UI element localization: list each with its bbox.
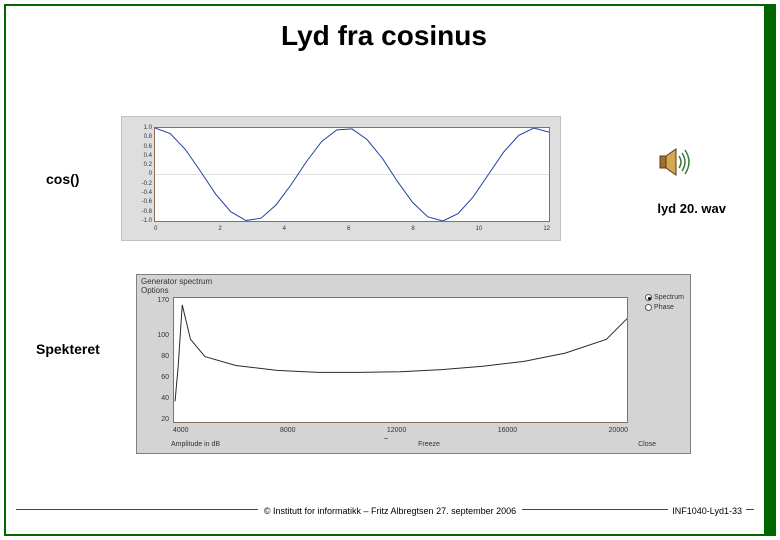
right-accent-bar [764,6,774,534]
footer-center: © Institutt for informatikk – Fritz Albr… [6,506,774,516]
close-button[interactable]: Close [638,441,656,453]
footer-right: INF1040-Lyd1-33 [668,506,746,516]
label-cos: cos() [46,171,79,187]
amplitude-label: Amplitude in dB [171,441,220,453]
footer-center-text: © Institutt for informatikk – Fritz Albr… [258,506,522,516]
spectrum-title-text: Generator spectrumOptions [141,277,212,293]
label-spekteret: Spekteret [36,341,100,357]
spectrum-xticks: 40008000120001600020000 [173,427,628,435]
spectrum-plot-area [173,297,628,423]
speaker-icon [656,144,692,180]
spectrum-topbar: Generator spectrumOptions [141,277,686,293]
radio-phase[interactable]: Phase [645,303,684,313]
radio-spectrum[interactable]: Spectrum [645,293,684,303]
spectrum-chart: Generator spectrumOptions Spectrum Phase… [136,274,691,454]
slide-frame: Lyd fra cosinus cos() lyd 20. wav Spekte… [4,4,776,536]
radio-spectrum-label: Spectrum [654,294,684,301]
slide-title: Lyd fra cosinus [6,20,762,52]
spectrum-yticks: 17010080604020 [143,297,169,423]
spectrum-curve [174,298,627,422]
freeze-button[interactable]: Freeze [418,441,440,453]
spectrum-bottombar: Amplitude in dB Freeze Close [141,439,686,453]
cosine-yticks: 1.00.80.60.40.20-0.2-0.4-0.6-0.8-1.0 [124,125,152,224]
spectrum-title-label: Generator spectrum [141,277,212,286]
spectrum-mode-radios: Spectrum Phase [645,293,684,313]
cosine-curve [155,128,549,221]
label-wav-file: lyd 20. wav [657,201,726,216]
cosine-xticks: 024681012 [154,226,550,236]
radio-phase-label: Phase [654,304,674,311]
spectrum-options-label: Options [141,286,169,295]
cosine-chart: 1.00.80.60.40.20-0.2-0.4-0.6-0.8-1.0 024… [121,116,561,241]
cosine-plot-area [154,127,550,222]
